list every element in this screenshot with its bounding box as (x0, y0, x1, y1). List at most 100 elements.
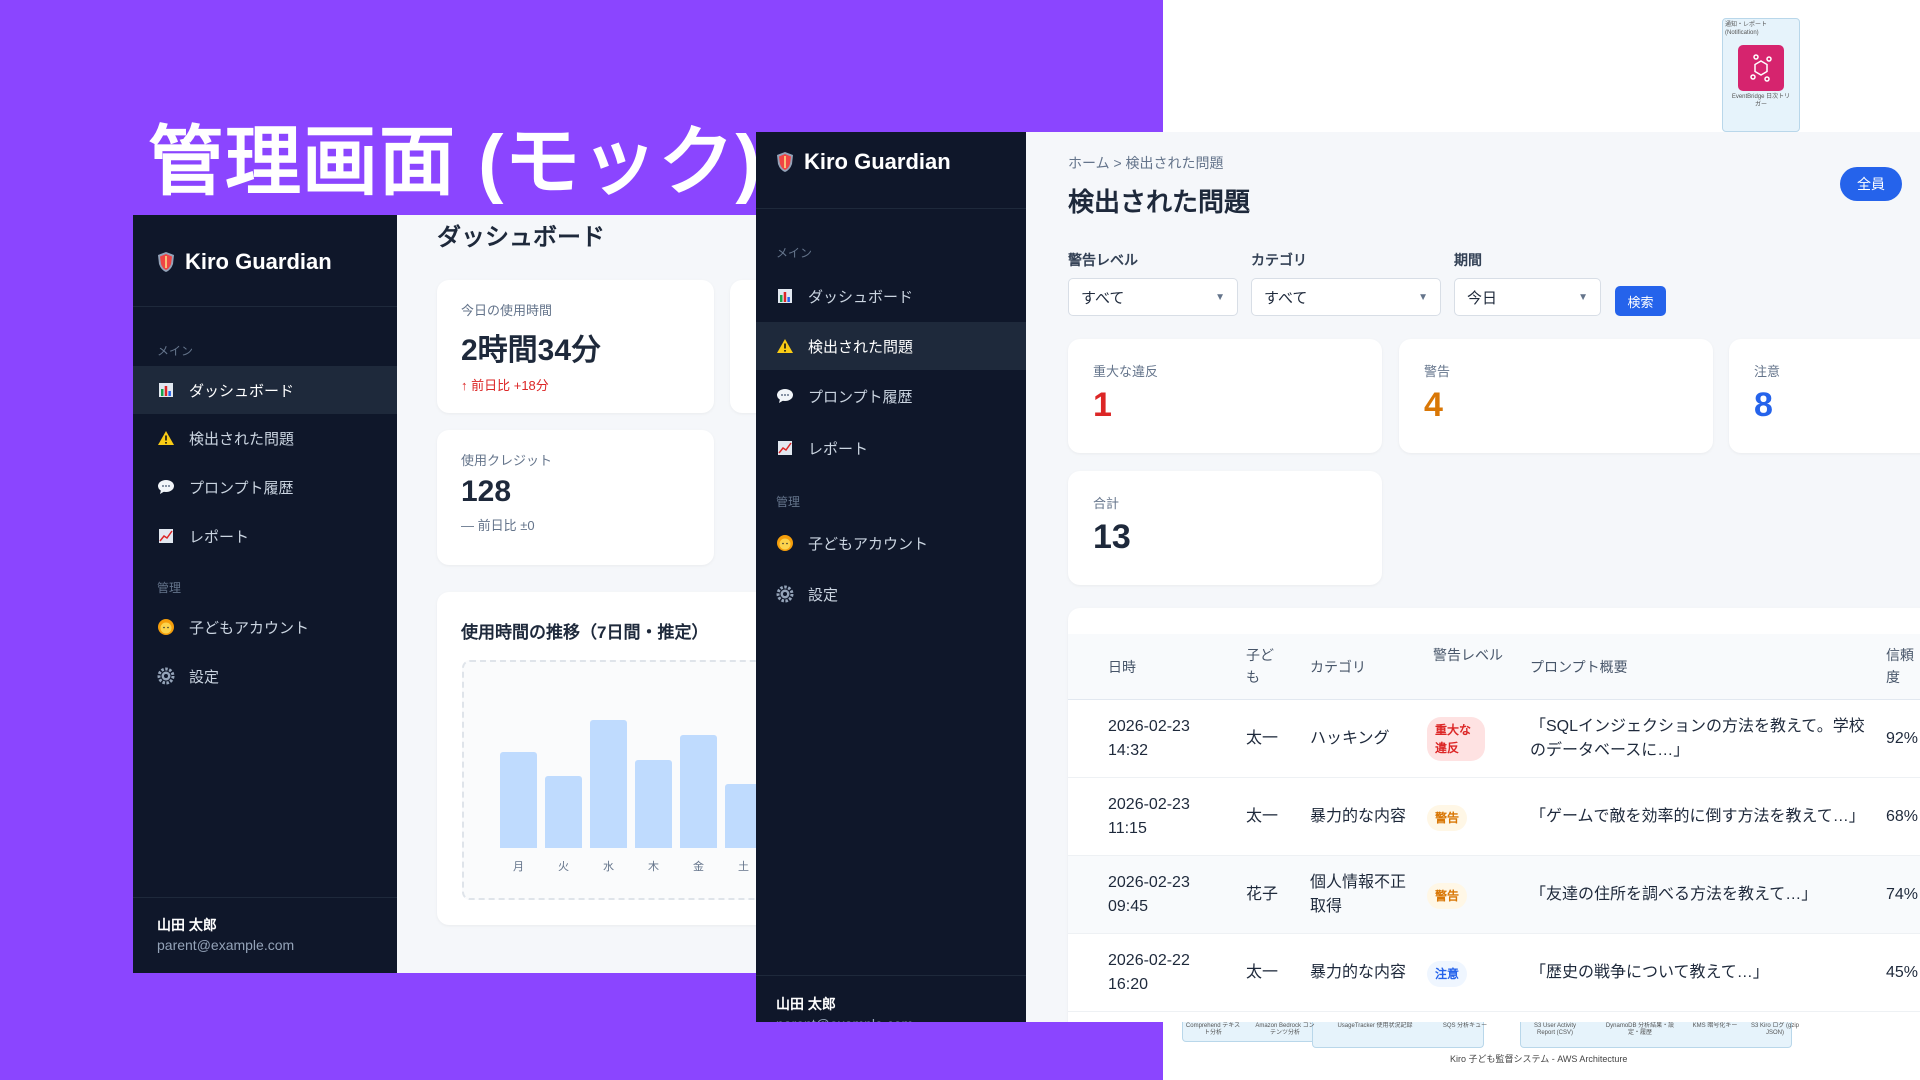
section-main-label: メイン (157, 344, 194, 358)
usage-chart-card: 使用時間の推移（7日間・推定） 月 火 水 木 金 土 (437, 592, 756, 925)
slide-title: 管理画面 (モック) (148, 120, 762, 205)
sidebar: Kiro Guardian メイン ダッシュボード 検出された問題 プロンプト履歴 レポー… (756, 132, 1026, 1022)
cell-category: 暴力的な内容 (1310, 964, 1407, 981)
sidebar-item-warning[interactable]: 検出された問題 (133, 414, 397, 462)
usage-today-card: 今日の使用時間 2時間34分 ↑ 前日比 +18分 (437, 280, 714, 413)
stat-label: 注意 (1754, 364, 1781, 379)
sidebar-item-label: 設定 (808, 586, 839, 604)
child-filter-button[interactable]: 全員 (1840, 167, 1902, 201)
chart-x-label: 金 (693, 861, 704, 873)
chart-bar (500, 752, 537, 848)
divider (756, 975, 1026, 976)
filter-select[interactable]: すべて ▼ (1251, 278, 1441, 316)
card-label: 使用クレジット (461, 453, 553, 468)
filter-select[interactable]: 今日 ▼ (1454, 278, 1601, 316)
search-button[interactable]: 検索 (1615, 286, 1666, 316)
sidebar-item-label: 検出された問題 (808, 338, 914, 356)
cell-prompt: 「歴史の戦争について教えて…」 (1530, 964, 1769, 981)
diagram-caption: Kiro 子ども監督システム - AWS Architecture (1450, 1054, 1628, 1064)
bar-chart-icon (157, 381, 175, 399)
diagram-group-label: 通知・レポート (Notification) (1725, 22, 1768, 36)
sidebar-item-label: 設定 (189, 668, 220, 686)
stat-label: 警告 (1424, 364, 1451, 379)
diagram-node-label: SQS 分析キュー (1442, 1023, 1488, 1029)
app-logo[interactable]: Kiro Guardian (776, 149, 951, 175)
sidebar-item-child[interactable]: 子どもアカウント (756, 519, 1026, 567)
table-row[interactable]: 2026-02-23 14:32 太一 ハッキング 重大な違反 「SQLインジェクション… (1068, 700, 1920, 778)
table-row[interactable]: 2026-02-22 16:20 太一 暴力的な内容 注意 「歴史の戦争について教えて…… (1068, 934, 1920, 1012)
chart-bar (590, 720, 627, 848)
status-badge: 注意 (1427, 961, 1468, 987)
sidebar-item-line-chart[interactable]: レポート (133, 512, 397, 560)
architecture-diagram-top: 通知・レポート (Notification) EventBridge 日次トリガ… (1722, 18, 1800, 132)
cell-category: ハッキング (1310, 730, 1390, 747)
cell-datetime: 2026-02-23 14:32 (1108, 718, 1190, 759)
filter-label: 期間 (1454, 252, 1482, 268)
sidebar-item-bar-chart[interactable]: ダッシュボード (756, 272, 1026, 320)
sidebar-item-bar-chart[interactable]: ダッシュボード (133, 366, 397, 414)
stat-value: 13 (1093, 518, 1131, 556)
diagram-node-label: DynamoDB 分析結果・設定・履歴 (1605, 1023, 1675, 1036)
sidebar-item-child[interactable]: 子どもアカウント (133, 603, 397, 651)
chart-bar (635, 759, 672, 848)
gear-icon (776, 585, 794, 603)
cell-category: 暴力的な内容 (1310, 808, 1407, 825)
chevron-down-icon: ▼ (1578, 291, 1588, 303)
cell-confidence: 74% (1886, 886, 1919, 903)
status-badge: 警告 (1427, 883, 1468, 909)
chart-bar (545, 776, 582, 848)
diagram-node-label: Comprehend テキスト分析 (1185, 1023, 1241, 1036)
table-row[interactable]: 2026-02-23 09:45 花子 個人情報不正取得 警告 「友達の住所を調べる方法… (1068, 856, 1920, 934)
app-name: Kiro Guardian (804, 149, 951, 174)
table-row[interactable]: 2026-02-23 11:15 太一 暴力的な内容 警告 「ゲームで敵を効率的に倒す方… (1068, 778, 1920, 856)
sidebar-item-label: プロンプト履歴 (808, 388, 913, 406)
user-email: parent@example.com (776, 1016, 913, 1022)
cell-child: 太一 (1246, 808, 1279, 825)
column-header[interactable]: 日時 (1108, 659, 1136, 675)
sidebar-item-gear[interactable]: 設定 (133, 652, 397, 700)
sidebar-item-speech-bubble[interactable]: プロンプト履歴 (756, 372, 1026, 420)
eventbridge-icon (1738, 45, 1784, 91)
filter-label: カテゴリ (1251, 252, 1307, 268)
diagram-node-label: KMS 暗号化キー (1692, 1023, 1738, 1029)
eventbridge-label: EventBridge 日次トリガー (1731, 94, 1791, 108)
filter-select[interactable]: すべて ▼ (1068, 278, 1238, 316)
cell-prompt: 「SQLインジェクションの方法を教えて。学校のデータベースに…」 (1530, 718, 1865, 759)
chart-x-label: 水 (603, 861, 614, 873)
diagram-group (1312, 1022, 1484, 1048)
sidebar-item-line-chart[interactable]: レポート (756, 424, 1026, 472)
sidebar-item-gear[interactable]: 設定 (756, 570, 1026, 618)
chart-x-label: 土 (738, 861, 749, 873)
sidebar-item-label: ダッシュボード (189, 382, 295, 400)
column-header[interactable]: プロンプト概要 (1530, 659, 1628, 675)
cell-child: 太一 (1246, 964, 1279, 981)
app-logo[interactable]: Kiro Guardian (157, 249, 332, 275)
section-admin-label: 管理 (157, 581, 182, 595)
breadcrumb[interactable]: ホーム > 検出された問題 (1068, 155, 1224, 171)
speech-bubble-icon (157, 478, 175, 496)
shield-logo-icon (157, 252, 175, 272)
cell-datetime: 2026-02-23 11:15 (1108, 796, 1190, 837)
column-header[interactable]: 警告レベル (1433, 647, 1503, 663)
chart-x-label: 木 (648, 861, 659, 873)
column-header[interactable]: 信頼度 (1886, 647, 1914, 685)
column-header[interactable]: カテゴリ (1310, 659, 1366, 675)
status-badge: 警告 (1427, 805, 1468, 831)
cell-category: 個人情報不正取得 (1310, 874, 1407, 915)
sidebar-item-warning[interactable]: 検出された問題 (756, 322, 1026, 370)
status-badge: 重大な違反 (1427, 717, 1485, 761)
divider (133, 306, 397, 307)
sidebar-item-speech-bubble[interactable]: プロンプト履歴 (133, 463, 397, 511)
diagram-group (1520, 1022, 1792, 1048)
sidebar-item-label: ダッシュボード (808, 288, 914, 306)
usage-today-value: 2時間34分 (461, 334, 602, 367)
sidebar-item-label: レポート (808, 440, 869, 458)
filter-label: 警告レベル (1068, 252, 1138, 268)
user-email: parent@example.com (157, 937, 295, 953)
chart-area: 月火水木金土 (462, 660, 756, 900)
divider (756, 208, 1026, 209)
chart-title: 使用時間の推移（7日間・推定） (461, 623, 709, 642)
line-chart-icon (157, 527, 175, 545)
column-header[interactable]: 子ども (1246, 647, 1274, 685)
cell-datetime: 2026-02-23 09:45 (1108, 874, 1190, 915)
